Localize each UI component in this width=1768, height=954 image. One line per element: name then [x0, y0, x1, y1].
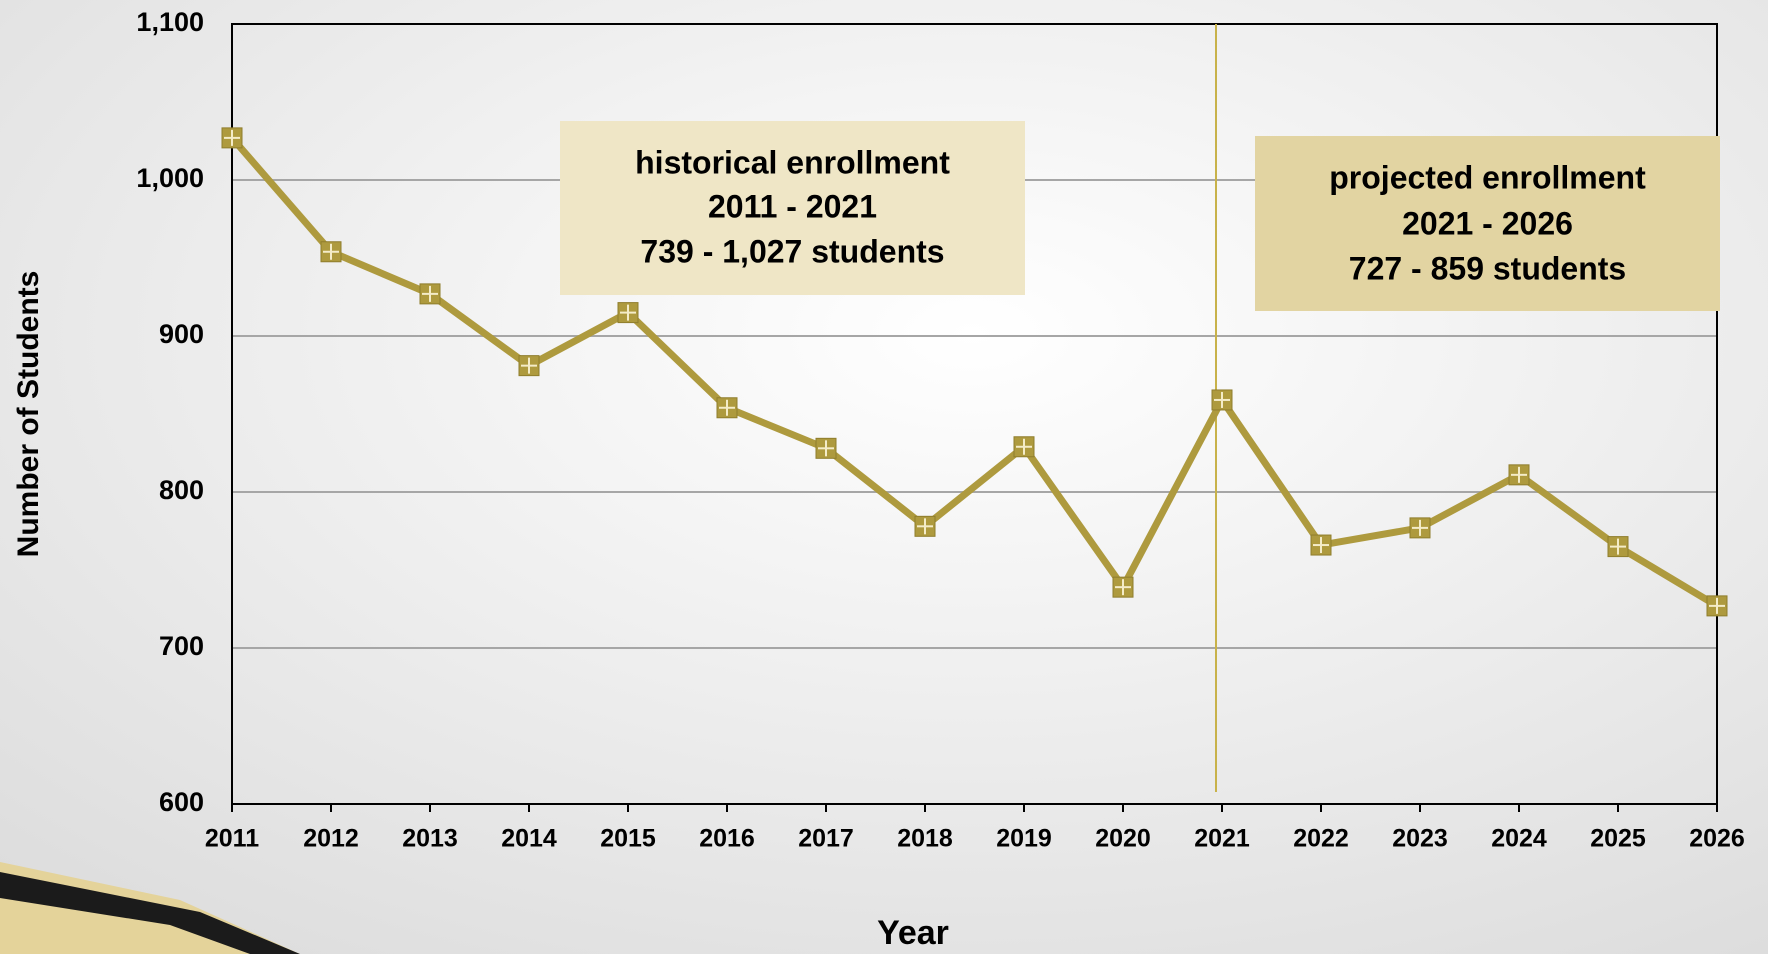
annotation-text: 2011 - 2021 [708, 188, 877, 224]
annotation-box [1255, 136, 1720, 311]
x-tick-label: 2021 [1194, 825, 1250, 853]
y-tick-label: 1,100 [136, 7, 204, 37]
x-tick-label: 2012 [303, 825, 359, 853]
x-tick-label: 2017 [798, 825, 854, 853]
y-tick-label: 800 [159, 475, 204, 505]
x-tick-label: 2011 [205, 825, 259, 853]
x-axis-label: Year [877, 914, 949, 952]
y-tick-label: 1,000 [136, 163, 204, 193]
marker [419, 283, 441, 305]
marker [1409, 517, 1431, 539]
marker [1013, 436, 1035, 458]
plot-frame [231, 23, 1718, 805]
x-tick-label: 2020 [1095, 825, 1151, 853]
series-line [229, 135, 1719, 609]
marker [716, 397, 738, 419]
marker [1508, 464, 1530, 486]
marker [617, 302, 639, 324]
marker [320, 241, 342, 263]
x-tick-label: 2016 [699, 825, 755, 853]
x-tick-label: 2026 [1689, 825, 1745, 853]
marker [1607, 536, 1629, 558]
y-axis-label: Number of Students [12, 271, 45, 558]
marker [1706, 595, 1728, 617]
y-tick-label: 600 [159, 787, 204, 817]
y-tick-label: 900 [159, 319, 204, 349]
marker [1112, 576, 1134, 598]
x-tick-label: 2022 [1293, 825, 1349, 853]
annotation-text: projected enrollment [1329, 159, 1646, 195]
marker [518, 355, 540, 377]
annotation-text: 2021 - 2026 [1402, 205, 1573, 241]
x-tick-label: 2015 [600, 825, 656, 853]
annotation-box [560, 121, 1025, 295]
x-tick-label: 2013 [402, 825, 458, 853]
marker [1310, 534, 1332, 556]
marker [914, 515, 936, 537]
marker [815, 437, 837, 459]
annotation-text: 739 - 1,027 students [640, 233, 944, 269]
x-tick-label: 2024 [1491, 825, 1547, 853]
y-tick-label: 700 [159, 631, 204, 661]
annotation-text: 727 - 859 students [1349, 250, 1626, 286]
x-tick-label: 2025 [1590, 825, 1646, 853]
x-tick-label: 2019 [996, 825, 1052, 853]
x-tick-label: 2023 [1392, 825, 1448, 853]
x-tick-label: 2014 [501, 825, 557, 853]
marker [221, 127, 243, 149]
decoration [0, 872, 300, 954]
x-tick-label: 2018 [897, 825, 953, 853]
marker [1211, 389, 1233, 411]
annotation-text: historical enrollment [635, 144, 950, 180]
